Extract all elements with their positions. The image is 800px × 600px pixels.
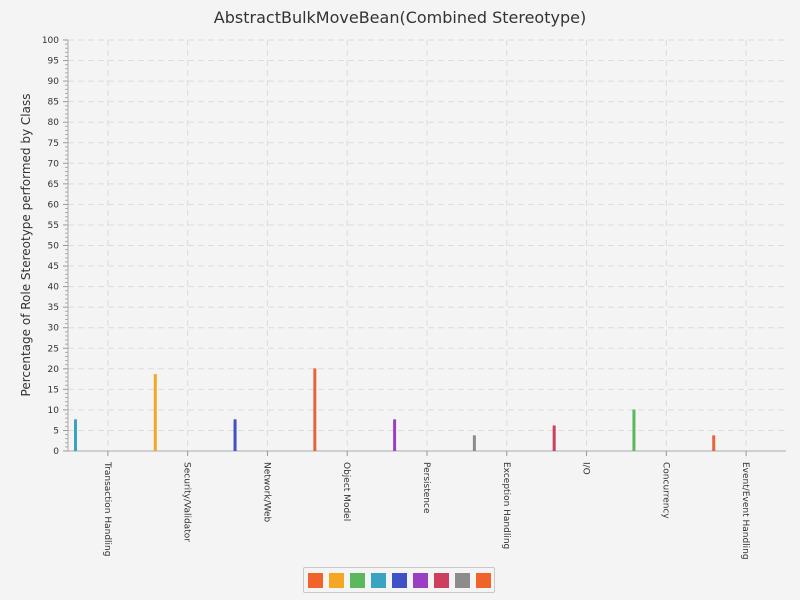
- y-axis-label: Percentage of Role Stereotype performed …: [19, 94, 33, 397]
- y-tick-label: 90: [48, 77, 60, 87]
- y-tick-label: 35: [48, 303, 59, 313]
- y-tick-label: 45: [48, 262, 59, 272]
- bar: [393, 419, 397, 451]
- y-tick-label: 10: [48, 406, 60, 416]
- y-tick-label: 15: [48, 385, 59, 395]
- y-tick-label: 5: [53, 426, 59, 436]
- x-tick-label: I/O: [581, 462, 591, 475]
- x-axis-ticks: Transaction Handling Security/Validator Ne…: [102, 451, 750, 560]
- y-tick-label: 30: [48, 324, 60, 334]
- y-tick-label: 75: [48, 139, 59, 149]
- y-tick-label: 40: [48, 283, 60, 293]
- x-tick-label: Transaction Handling: [102, 461, 112, 556]
- legend: [303, 567, 495, 593]
- y-tick-label: 60: [48, 200, 60, 210]
- legend-swatch: [349, 572, 365, 588]
- legend-swatch: [475, 572, 491, 588]
- y-tick-label: 25: [48, 344, 59, 354]
- y-tick-label: 100: [42, 36, 59, 46]
- bar: [712, 435, 716, 451]
- y-tick-label: 65: [48, 180, 59, 190]
- grid-lines: [68, 39, 786, 451]
- bar: [233, 419, 237, 451]
- bars: [74, 368, 716, 451]
- y-tick-label: 0: [53, 447, 59, 457]
- chart-title: AbstractBulkMoveBean(Combined Stereotype…: [214, 8, 586, 27]
- legend-swatch: [454, 572, 470, 588]
- y-tick-label: 20: [48, 365, 60, 375]
- x-tick-label: Concurrency: [660, 462, 670, 519]
- legend-swatch: [412, 572, 428, 588]
- legend-swatch: [370, 572, 386, 588]
- y-axis-ticks: 0 5 10 15 20 25 30 35 40 45 50 55 60 65 70 75 80 85 90 95 10…: [42, 36, 68, 457]
- x-tick-label: Persistence: [421, 462, 431, 514]
- legend-swatch: [433, 572, 449, 588]
- x-tick-label: Security/Validator: [182, 462, 192, 542]
- x-tick-label: Network/Web: [261, 462, 271, 523]
- legend-swatch: [328, 572, 344, 588]
- x-tick-label: Exception Handling: [501, 462, 511, 549]
- y-tick-label: 85: [48, 98, 59, 108]
- legend-swatch: [391, 572, 407, 588]
- y-tick-label: 70: [48, 159, 60, 169]
- y-tick-label: 50: [48, 242, 60, 252]
- bar: [74, 419, 77, 451]
- legend-swatch: [307, 572, 323, 588]
- y-tick-label: 80: [48, 118, 60, 128]
- bar: [472, 435, 476, 451]
- bar: [313, 368, 317, 451]
- bar: [632, 409, 636, 451]
- bar: [153, 374, 157, 451]
- bar: [552, 425, 556, 451]
- x-tick-label: Object Model: [341, 462, 351, 521]
- y-tick-label: 95: [48, 57, 59, 67]
- y-tick-label: 55: [48, 221, 59, 231]
- x-tick-label: Event/Event Handling: [740, 462, 750, 560]
